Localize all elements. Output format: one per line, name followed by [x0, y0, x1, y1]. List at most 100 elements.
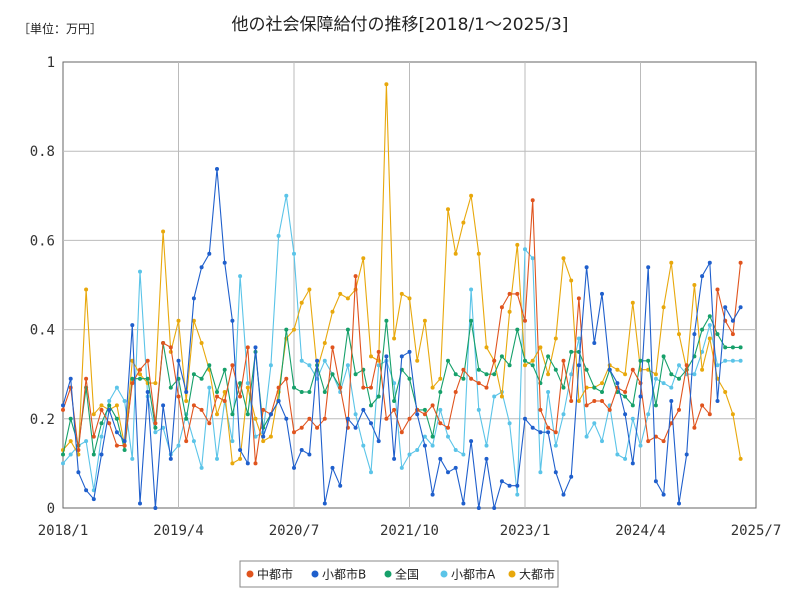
data-point [669, 421, 674, 426]
data-point [707, 323, 712, 328]
data-point [122, 399, 127, 403]
data-point [723, 358, 728, 363]
data-point [623, 372, 628, 377]
data-point [538, 430, 543, 435]
data-point [238, 448, 243, 452]
data-point [515, 242, 520, 247]
data-point [230, 461, 235, 466]
data-point [692, 332, 697, 337]
data-point [422, 412, 427, 417]
data-point [684, 452, 689, 457]
data-point [61, 407, 65, 412]
data-point [230, 363, 235, 368]
data-point [584, 367, 589, 372]
legend-label: 中都市 [257, 567, 293, 582]
data-point [145, 376, 150, 381]
y-tick-label: 0.8 [30, 144, 55, 160]
data-point [476, 367, 481, 372]
legend-marker [246, 570, 254, 578]
data-point [184, 416, 189, 421]
data-point [730, 412, 735, 417]
data-point [114, 416, 119, 421]
data-point [715, 287, 720, 292]
data-point [276, 385, 281, 390]
data-point [315, 425, 320, 430]
data-point [99, 403, 104, 408]
data-point [484, 345, 489, 350]
data-point [215, 412, 219, 417]
x-tick-label: 2018/1 [38, 523, 89, 539]
data-point [630, 403, 635, 408]
data-point [638, 443, 643, 448]
data-point [469, 287, 474, 292]
data-point [530, 363, 535, 368]
data-point [430, 403, 435, 408]
data-point [515, 291, 520, 296]
data-point [523, 358, 527, 363]
data-point [561, 256, 566, 261]
data-point [345, 416, 350, 421]
data-point [677, 501, 681, 506]
data-point [253, 434, 258, 439]
data-point [453, 251, 458, 256]
data-point [576, 399, 581, 403]
data-point [299, 390, 304, 394]
data-point [199, 465, 204, 470]
data-point [600, 439, 604, 444]
data-point [392, 456, 397, 461]
data-point [653, 479, 658, 484]
data-point [99, 407, 104, 412]
data-point [561, 492, 566, 497]
data-point [515, 483, 520, 488]
data-point [453, 372, 458, 377]
data-point [238, 394, 243, 399]
data-point [399, 354, 404, 359]
data-point [199, 341, 204, 345]
data-point [61, 461, 65, 466]
data-point [245, 461, 250, 466]
data-point [507, 483, 512, 488]
data-point [553, 443, 558, 448]
data-point [546, 354, 551, 359]
legend-marker [440, 570, 448, 578]
data-point [138, 367, 142, 372]
data-point [407, 452, 412, 457]
data-point [438, 456, 443, 461]
data-point [723, 345, 728, 350]
data-point [107, 407, 112, 412]
data-point [369, 470, 373, 475]
data-point [623, 394, 628, 399]
data-point [623, 412, 628, 417]
data-point [138, 269, 142, 274]
data-point [84, 488, 89, 493]
data-point [669, 260, 674, 265]
data-point [145, 390, 150, 394]
data-point [553, 367, 558, 372]
data-point [476, 251, 481, 256]
legend-label: 小都市B [322, 567, 366, 582]
data-point [76, 448, 81, 452]
data-point [353, 372, 358, 377]
data-point [461, 220, 466, 225]
y-axis-ticks: 0 0.2 0.4 0.6 0.8 1 [30, 55, 55, 517]
data-point [507, 363, 512, 368]
data-point [68, 385, 73, 390]
data-point [338, 385, 343, 390]
data-point [707, 336, 712, 341]
data-point [284, 327, 289, 332]
data-point [592, 421, 597, 426]
data-point [384, 318, 389, 323]
data-point [615, 367, 620, 372]
data-point [607, 367, 612, 372]
data-point [168, 456, 173, 461]
data-point [523, 318, 527, 323]
data-point [492, 506, 497, 510]
data-point [399, 465, 404, 470]
data-point [99, 434, 104, 439]
data-point [415, 448, 420, 452]
data-point [623, 390, 628, 394]
data-point [153, 506, 158, 510]
data-point [122, 439, 127, 444]
data-point [430, 385, 435, 390]
data-point [600, 381, 604, 386]
